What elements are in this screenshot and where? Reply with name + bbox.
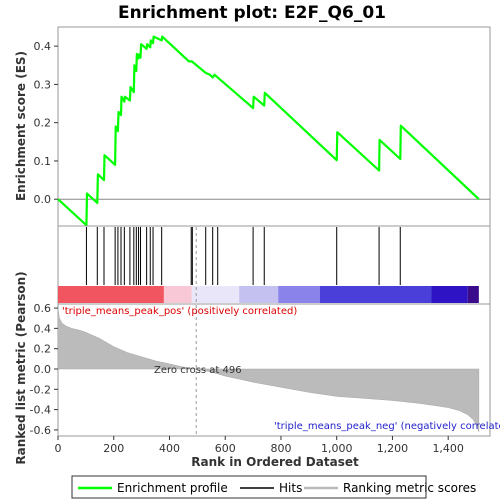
metric-y-axis-label: Ranked list metric (Pearson) bbox=[14, 271, 28, 464]
legend-hits-label: Hits bbox=[279, 481, 302, 495]
colorbar-segment bbox=[58, 286, 164, 303]
x-tick-label: 1,200 bbox=[377, 442, 409, 455]
metric-y-tick-label: -0.4 bbox=[30, 404, 51, 417]
legend-box bbox=[71, 475, 427, 499]
x-tick-label: 1,000 bbox=[321, 442, 353, 455]
metric-y-tick-label: -0.6 bbox=[30, 424, 51, 437]
metric-y-tick-label: 0.4 bbox=[34, 322, 52, 335]
es-y-tick-label: 0.1 bbox=[34, 155, 52, 168]
es-y-axis: 0.0 0.1 0.2 0.3 0.4 bbox=[34, 40, 58, 206]
es-y-tick-label: 0.0 bbox=[34, 193, 52, 206]
colorbar-segment bbox=[278, 286, 320, 303]
es-y-tick-label: 0.2 bbox=[34, 117, 52, 130]
positive-correlation-label: 'triple_means_peak_pos' (positively corr… bbox=[62, 306, 297, 317]
es-y-tick-label: 0.3 bbox=[34, 78, 52, 91]
colorbar-segment bbox=[239, 286, 279, 303]
legend-enrichment-label: Enrichment profile bbox=[117, 481, 228, 495]
enrichment-profile-line bbox=[57, 35, 480, 227]
x-tick-label: 200 bbox=[103, 442, 124, 455]
metric-y-axis: -0.6 -0.4 -0.2 0.0 0.2 0.4 0.6 bbox=[30, 302, 58, 437]
es-panel: 0.0 0.1 0.2 0.3 0.4 Enrichment score (ES) bbox=[14, 26, 491, 227]
x-tick-label: 0 bbox=[55, 442, 62, 455]
legend: Enrichment profile Hits Ranking metric s… bbox=[71, 475, 476, 499]
chart-title: Enrichment plot: E2F_Q6_01 bbox=[118, 3, 386, 23]
legend-metric-label: Ranking metric scores bbox=[343, 481, 476, 495]
ranking-metric-area bbox=[57, 308, 480, 432]
hits-panel bbox=[57, 225, 491, 305]
metric-panel: -0.6 -0.4 -0.2 0.0 0.2 0.4 0.6 0 200 400 600 800 1,… bbox=[14, 227, 500, 469]
metric-y-tick-label: 0.2 bbox=[34, 343, 52, 356]
x-axis: 0 200 400 600 800 1,000 1,200 1,400 bbox=[55, 436, 464, 455]
negative-correlation-label: 'triple_means_peak_neg' (negatively corr… bbox=[274, 421, 500, 432]
x-tick-label: 600 bbox=[215, 442, 236, 455]
colorbar-segment bbox=[191, 286, 240, 303]
colorbar-segment bbox=[467, 286, 479, 303]
metric-y-tick-label: -0.2 bbox=[30, 383, 51, 396]
x-axis-label: Rank in Ordered Dataset bbox=[191, 455, 359, 469]
hit-marks bbox=[85, 227, 401, 285]
es-y-tick-label: 0.4 bbox=[34, 40, 52, 53]
ranking-colorbar bbox=[58, 286, 479, 303]
colorbar-segment bbox=[163, 286, 192, 303]
colorbar-segment bbox=[431, 286, 468, 303]
colorbar-segment bbox=[319, 286, 432, 303]
metric-y-tick-label: 0.6 bbox=[34, 302, 52, 315]
zero-cross-label: Zero cross at 496 bbox=[154, 365, 242, 376]
metric-y-tick-label: 0.0 bbox=[34, 363, 52, 376]
es-y-axis-label: Enrichment score (ES) bbox=[14, 51, 28, 201]
x-tick-label: 800 bbox=[270, 442, 291, 455]
es-plot-area bbox=[57, 26, 491, 227]
x-tick-label: 1,400 bbox=[432, 442, 464, 455]
x-tick-label: 400 bbox=[159, 442, 180, 455]
